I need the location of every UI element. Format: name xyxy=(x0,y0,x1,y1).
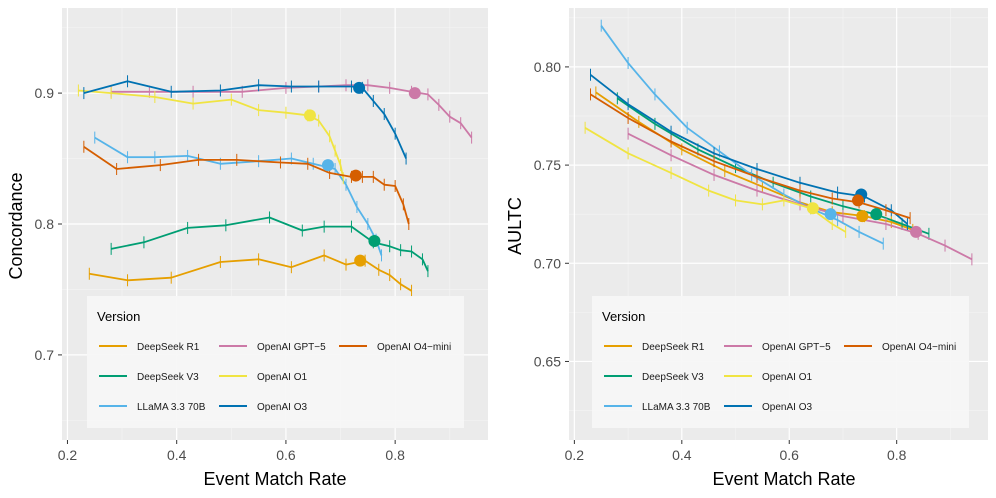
x-tick-label: 0.2 xyxy=(565,447,585,463)
highlight-point-deepseek-v3 xyxy=(368,235,381,248)
legend-label-openai-gpt-5: OpenAI GPT−5 xyxy=(257,342,326,353)
x-tick-label: 0.6 xyxy=(780,447,800,463)
series-line-openai-o4-mini xyxy=(590,93,911,219)
legend-title: Version xyxy=(602,309,645,324)
series-line-openai-o3 xyxy=(589,74,908,225)
series-line-llama-3-3-70b xyxy=(94,136,383,256)
highlight-point-openai-o4-mini xyxy=(349,169,362,182)
x-tick-label: 0.2 xyxy=(58,447,78,463)
series-line-deepseek-v3 xyxy=(111,216,429,272)
x-tick-label: 0.8 xyxy=(385,447,405,463)
x-tick-label: 0.4 xyxy=(167,447,187,463)
legend-label-deepseek-r1: DeepSeek R1 xyxy=(137,342,200,353)
y-tick-label: 0.8 xyxy=(35,216,55,232)
x-axis-title: Event Match Rate xyxy=(712,469,855,489)
legend-label-openai-gpt-5: OpenAI GPT−5 xyxy=(762,342,831,353)
legend-box xyxy=(592,296,969,428)
highlight-point-llama-3-3-70b xyxy=(824,208,837,221)
y-axis-title: Concordance xyxy=(6,172,26,279)
y-tick-label: 0.70 xyxy=(534,255,561,271)
x-tick-label: 0.6 xyxy=(276,447,296,463)
legend-title: Version xyxy=(97,309,140,324)
series-line-openai-o1 xyxy=(584,127,847,233)
legend-box xyxy=(87,296,464,428)
x-axis-title: Event Match Rate xyxy=(203,469,346,489)
legend-label-openai-o4-mini: OpenAI O4−mini xyxy=(882,342,956,353)
concordance-panel: Concordance Event Match Rate 0.2 0.4 0.6 0.… xyxy=(6,8,488,489)
legend-label-openai-o4-mini: OpenAI O4−mini xyxy=(377,342,451,353)
y-tick-label: 0.7 xyxy=(35,347,55,363)
y-tick-label: 0.9 xyxy=(35,85,55,101)
aultc-panel: AULTC Event Match Rate 0.2 0.4 0.6 0.8 0.65 0… xyxy=(505,8,988,489)
highlight-point-openai-gpt-5 xyxy=(910,225,923,238)
highlight-point-openai-o1 xyxy=(806,202,819,215)
y-tick-label: 0.75 xyxy=(534,157,561,173)
highlight-point-openai-o1 xyxy=(303,109,316,122)
highlight-point-openai-o3 xyxy=(353,81,366,94)
y-axis-title: AULTC xyxy=(505,197,525,255)
legend-label-llama-3-3-70b: LLaMA 3.3 70B xyxy=(137,402,206,413)
legend: Version DeepSeek R1 DeepSeek V3 LLaMA 3.3 7… xyxy=(87,296,464,428)
legend-label-openai-o1: OpenAI O1 xyxy=(257,372,307,383)
highlight-point-deepseek-v3 xyxy=(870,208,883,221)
legend: Version DeepSeek R1 DeepSeek V3 LLaMA 3.3 7… xyxy=(592,296,969,428)
highlight-point-deepseek-r1 xyxy=(856,210,869,223)
highlight-point-openai-o4-mini xyxy=(852,194,865,207)
x-tick-label: 0.8 xyxy=(887,447,907,463)
y-tick-label: 0.65 xyxy=(534,353,561,369)
highlight-point-deepseek-r1 xyxy=(354,254,367,267)
legend-label-openai-o3: OpenAI O3 xyxy=(257,402,307,413)
x-tick-label: 0.4 xyxy=(672,447,692,463)
series-layer xyxy=(77,75,473,297)
highlight-point-openai-gpt-5 xyxy=(408,87,421,100)
legend-label-llama-3-3-70b: LLaMA 3.3 70B xyxy=(642,402,711,413)
legend-label-openai-o3: OpenAI O3 xyxy=(762,402,812,413)
y-tick-label: 0.80 xyxy=(534,59,561,75)
series-line-openai-gpt-5 xyxy=(627,132,973,261)
series-layer xyxy=(584,19,973,266)
legend-label-deepseek-v3: DeepSeek V3 xyxy=(642,372,704,383)
legend-label-openai-o1: OpenAI O1 xyxy=(762,372,812,383)
legend-label-deepseek-r1: DeepSeek R1 xyxy=(642,342,705,353)
series-line-deepseek-v3 xyxy=(616,97,930,235)
legend-label-deepseek-v3: DeepSeek V3 xyxy=(137,372,199,383)
highlight-point-llama-3-3-70b xyxy=(321,159,334,172)
